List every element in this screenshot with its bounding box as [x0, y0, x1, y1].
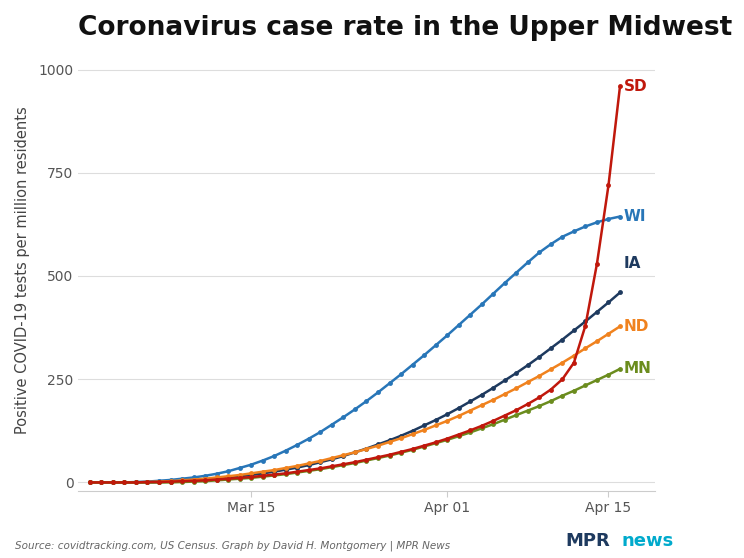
Text: news: news — [621, 532, 673, 550]
Text: MPR: MPR — [565, 532, 610, 550]
Text: MN: MN — [623, 362, 651, 377]
Text: ND: ND — [623, 319, 649, 334]
Text: Coronavirus case rate in the Upper Midwest: Coronavirus case rate in the Upper Midwe… — [78, 15, 733, 41]
Text: IA: IA — [623, 256, 641, 271]
Text: SD: SD — [623, 79, 647, 94]
Text: WI: WI — [623, 209, 646, 224]
Text: Source: covidtracking.com, US Census. Graph by David H. Montgomery | MPR News: Source: covidtracking.com, US Census. Gr… — [15, 541, 450, 551]
Y-axis label: Positive COVID-19 tests per million residents: Positive COVID-19 tests per million resi… — [15, 106, 30, 434]
